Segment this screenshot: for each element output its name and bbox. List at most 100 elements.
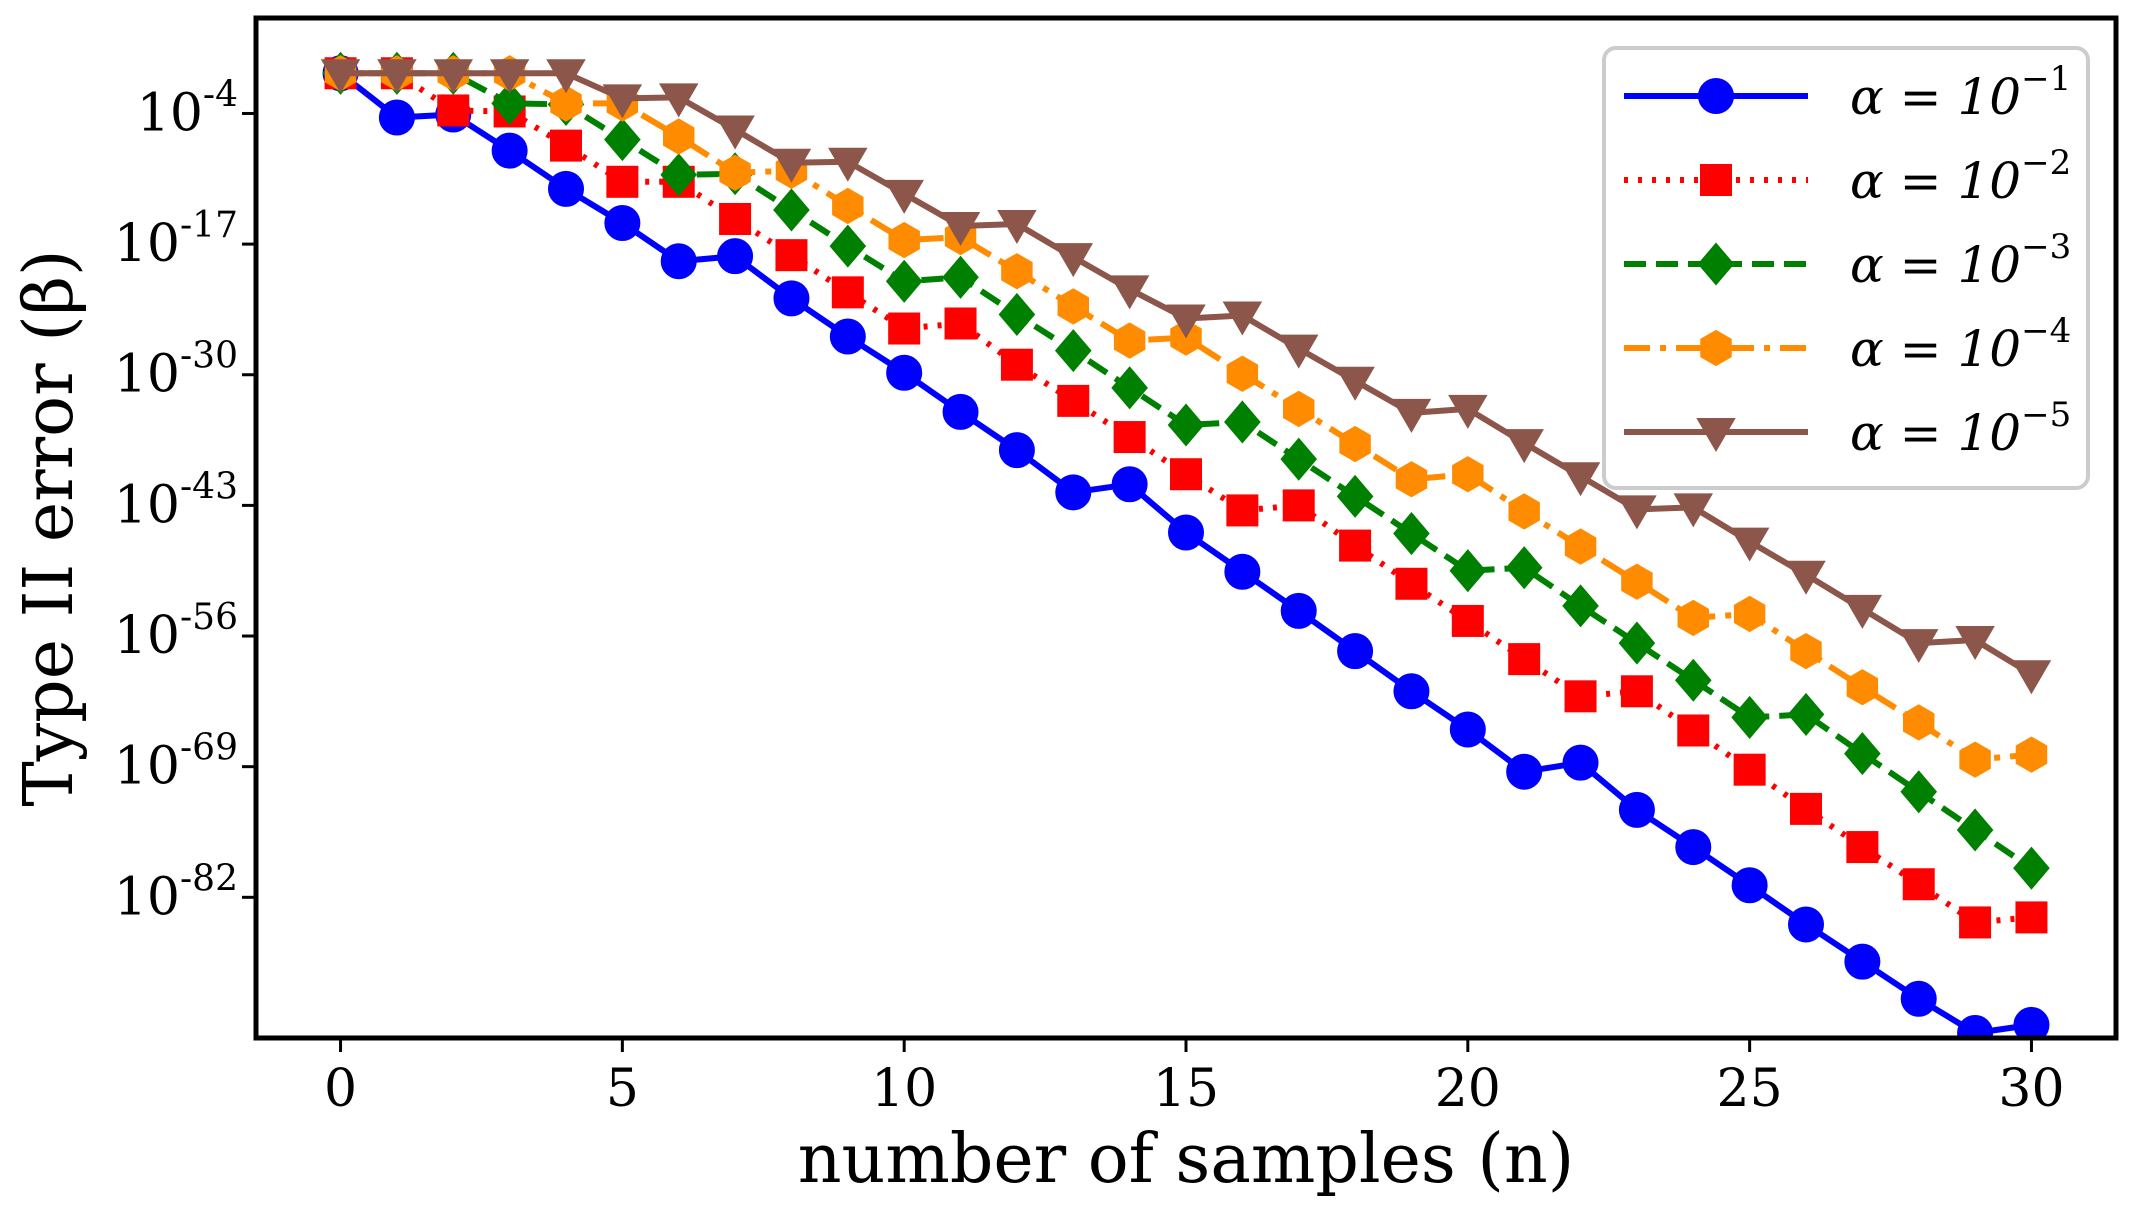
- y-tick-label: 10-56: [114, 597, 238, 666]
- data-point: [942, 393, 979, 430]
- data-point: [998, 292, 1036, 336]
- data-point: [832, 187, 864, 225]
- y-tick-exponent: -30: [180, 336, 238, 377]
- data-point: [1506, 753, 1543, 790]
- legend-label-base: α = 10: [1850, 320, 2021, 378]
- y-tick-base: 10: [114, 475, 180, 535]
- data-point: [1222, 301, 1263, 336]
- data-point: [489, 59, 530, 94]
- legend-label: α = 10−2: [1850, 143, 2071, 210]
- legend-marker: [1696, 418, 1736, 452]
- data-point: [828, 147, 868, 182]
- legend-entry: α = 10−5: [1624, 395, 2071, 462]
- data-point: [1452, 456, 1484, 493]
- x-tick-label: 20: [1435, 1059, 1501, 1119]
- legend-label-exponent: −3: [2021, 227, 2071, 267]
- data-point: [831, 276, 864, 309]
- data-point: [998, 432, 1035, 469]
- data-point: [1280, 437, 1318, 481]
- data-point: [658, 83, 699, 118]
- data-point: [1113, 421, 1146, 454]
- data-point: [550, 129, 582, 162]
- data-point: [885, 259, 923, 303]
- data-point: [1335, 366, 1375, 401]
- data-point: [437, 94, 470, 127]
- x-tick-label: 0: [324, 1059, 357, 1119]
- y-tick-label: 10-43: [114, 466, 238, 535]
- data-point: [1956, 808, 1994, 852]
- legend-marker: [1698, 78, 1734, 114]
- data-point: [1393, 673, 1430, 710]
- x-tick-label: 5: [606, 1059, 639, 1119]
- legend-label-base: α = 10: [1850, 152, 2021, 210]
- data-point: [1786, 560, 1826, 595]
- data-point: [1283, 390, 1315, 428]
- data-point: [1846, 831, 1879, 864]
- data-point: [1562, 744, 1599, 781]
- data-point: [1113, 322, 1146, 359]
- data-point: [1733, 753, 1766, 786]
- data-point: [1959, 906, 1992, 939]
- data-point: [997, 210, 1037, 245]
- legend-label-exponent: −4: [2021, 311, 2071, 351]
- data-point: [606, 165, 639, 198]
- data-point: [715, 115, 755, 150]
- data-point: [1111, 466, 1148, 503]
- data-point: [1449, 711, 1486, 748]
- data-point: [1057, 384, 1090, 417]
- series-5: [320, 59, 2052, 695]
- data-point: [2013, 1006, 2050, 1038]
- legend-frame: [1602, 46, 2090, 490]
- y-tick-exponent: -56: [180, 597, 238, 638]
- data-point: [1000, 348, 1033, 381]
- y-tick-base: 10: [114, 606, 180, 666]
- data-point: [719, 154, 751, 191]
- legend-marker: [1700, 329, 1732, 367]
- data-point: [604, 118, 641, 162]
- data-point: [1451, 604, 1484, 637]
- data-point: [1673, 493, 1714, 528]
- y-tick-base: 10: [114, 867, 180, 927]
- data-point: [1336, 474, 1374, 518]
- data-point: [1448, 394, 1488, 429]
- data-point: [1395, 567, 1428, 600]
- data-point: [1111, 366, 1148, 410]
- data-point: [829, 224, 867, 268]
- data-point: [1508, 643, 1541, 676]
- data-point: [1618, 791, 1655, 828]
- data-point: [2011, 660, 2052, 695]
- data-point: [1790, 632, 1822, 670]
- data-point: [1339, 529, 1372, 562]
- data-point: [1900, 770, 1938, 814]
- data-point: [1564, 680, 1597, 713]
- data-point: [888, 312, 921, 345]
- data-point: [1731, 695, 1768, 739]
- data-point: [1620, 675, 1653, 708]
- legend-label-exponent: −5: [2021, 395, 2071, 435]
- data-point: [1844, 943, 1881, 980]
- data-point: [944, 307, 977, 340]
- data-point: [1787, 692, 1825, 736]
- series-4: [324, 55, 2048, 778]
- y-tick-label: 10-82: [114, 858, 238, 927]
- data-point: [1395, 461, 1428, 498]
- data-point: [1109, 275, 1150, 310]
- y-tick-exponent: -82: [180, 858, 238, 899]
- data-point: [1166, 304, 1206, 339]
- data-point: [717, 238, 754, 275]
- data-point: [378, 99, 415, 136]
- data-point: [1393, 511, 1430, 556]
- legend-label: α = 10−3: [1850, 227, 2071, 294]
- data-point: [773, 280, 810, 317]
- data-point: [771, 148, 812, 183]
- y-tick-label: 10-17: [114, 205, 238, 274]
- x-axis-label: number of samples (n): [798, 1120, 1575, 1199]
- legend-entry: α = 10−4: [1624, 311, 2071, 378]
- data-point: [660, 243, 697, 280]
- data-point: [1902, 868, 1935, 901]
- data-point: [604, 205, 641, 242]
- x-tick-label: 15: [1153, 1059, 1219, 1119]
- y-tick-base: 10: [137, 83, 203, 143]
- y-tick-base: 10: [114, 737, 180, 797]
- data-point: [2015, 736, 2048, 773]
